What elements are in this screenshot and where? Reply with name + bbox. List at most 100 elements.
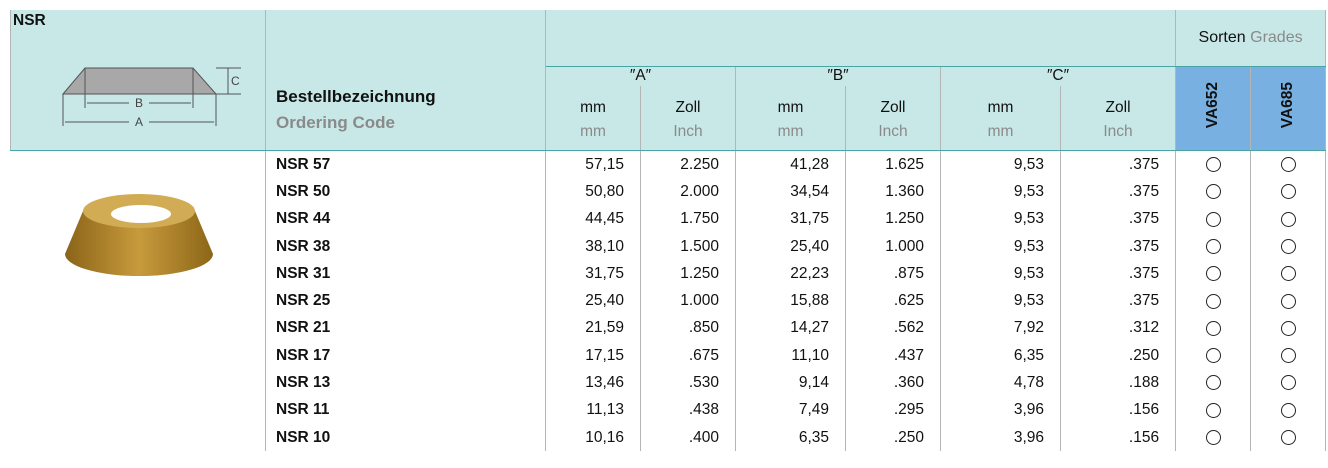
grade-marker [1206, 321, 1221, 336]
unit-en: Inch [641, 120, 735, 144]
value-cell: 3,96 [941, 423, 1061, 450]
value-cell: .438 [641, 396, 736, 423]
grade-marker [1206, 184, 1221, 199]
value-cell: 31,75 [736, 205, 846, 232]
grade-label: VA652 [1204, 82, 1222, 128]
product-image [11, 151, 266, 281]
grade-cell [1251, 232, 1326, 259]
grade-marker [1206, 239, 1221, 254]
grade-cell [1176, 260, 1251, 287]
group-label: ″C″ [941, 66, 1176, 86]
value-cell: 31,75 [546, 260, 641, 287]
product-table: NSR B A C Bestellbezeichnung Ordering Co… [10, 10, 1326, 451]
grade-header: VA685 [1251, 66, 1326, 150]
value-cell: 9,53 [941, 150, 1061, 178]
unit: Zoll [641, 96, 735, 120]
unit-header: mmmm [941, 86, 1061, 150]
code-cell: NSR 25 [266, 287, 546, 314]
value-cell: 9,14 [736, 369, 846, 396]
value-cell: .530 [641, 369, 736, 396]
value-cell: 11,10 [736, 342, 846, 369]
grade-cell [1251, 260, 1326, 287]
value-cell: 17,15 [546, 342, 641, 369]
code-cell: NSR 11 [266, 396, 546, 423]
group-label: ″B″ [736, 66, 941, 86]
grade-cell [1251, 396, 1326, 423]
grade-header: VA652 [1176, 66, 1251, 150]
value-cell: 10,16 [546, 423, 641, 450]
value-cell: 1.625 [846, 150, 941, 178]
unit-en: Inch [1061, 120, 1175, 144]
unit: Zoll [1061, 96, 1175, 120]
unit: Zoll [846, 96, 940, 120]
value-cell: .250 [846, 423, 941, 450]
value-cell: 7,49 [736, 396, 846, 423]
grade-marker [1206, 403, 1221, 418]
value-cell: 9,53 [941, 232, 1061, 259]
value-cell: .675 [641, 342, 736, 369]
value-cell: .375 [1061, 232, 1176, 259]
value-cell: .375 [1061, 260, 1176, 287]
code-cell: NSR 38 [266, 232, 546, 259]
value-cell: 25,40 [546, 287, 641, 314]
grade-cell [1251, 423, 1326, 450]
diagram-label: B [135, 96, 143, 110]
code-cell: NSR 44 [266, 205, 546, 232]
value-cell: .875 [846, 260, 941, 287]
unit: mm [941, 96, 1060, 120]
code-cell: NSR 21 [266, 314, 546, 341]
value-cell: 1.250 [641, 260, 736, 287]
value-cell: 44,45 [546, 205, 641, 232]
grade-marker [1206, 294, 1221, 309]
grade-marker [1206, 266, 1221, 281]
value-cell: .850 [641, 314, 736, 341]
value-cell: 1.000 [846, 232, 941, 259]
grade-cell [1251, 342, 1326, 369]
diagram-label: A [135, 115, 143, 129]
grade-marker [1281, 157, 1296, 172]
value-cell: .295 [846, 396, 941, 423]
grade-cell [1176, 178, 1251, 205]
grade-cell [1176, 423, 1251, 450]
grade-cell [1251, 178, 1326, 205]
group-label: ″A″ [546, 66, 736, 86]
grades-title-en: Grades [1250, 29, 1302, 46]
value-cell: 4,78 [941, 369, 1061, 396]
value-cell: .625 [846, 287, 941, 314]
value-cell: 22,23 [736, 260, 846, 287]
unit-en: mm [736, 120, 845, 144]
grade-cell [1251, 314, 1326, 341]
value-cell: .375 [1061, 205, 1176, 232]
value-cell: 9,53 [941, 205, 1061, 232]
code-cell: NSR 31 [266, 260, 546, 287]
title: NSR [11, 10, 265, 30]
grade-cell [1176, 287, 1251, 314]
value-cell: 6,35 [736, 423, 846, 450]
grade-cell [1251, 205, 1326, 232]
value-cell: .312 [1061, 314, 1176, 341]
value-cell: 1.500 [641, 232, 736, 259]
grade-marker [1281, 321, 1296, 336]
unit-header: mmmm [736, 86, 846, 150]
grade-marker [1206, 157, 1221, 172]
grade-cell [1176, 205, 1251, 232]
grade-marker [1281, 403, 1296, 418]
code-header: Bestellbezeichnung Ordering Code [266, 10, 546, 150]
grade-marker [1206, 212, 1221, 227]
value-cell: .188 [1061, 369, 1176, 396]
grades-title-de: Sorten [1199, 29, 1246, 46]
grade-cell [1176, 232, 1251, 259]
value-cell: 41,28 [736, 150, 846, 178]
grade-cell [1251, 150, 1326, 178]
value-cell: .360 [846, 369, 941, 396]
unit-header: ZollInch [641, 86, 736, 150]
grade-cell [1176, 342, 1251, 369]
grade-marker [1206, 430, 1221, 445]
value-cell: 9,53 [941, 260, 1061, 287]
grade-cell [1251, 287, 1326, 314]
grade-marker [1281, 184, 1296, 199]
grade-marker [1281, 430, 1296, 445]
value-cell: .375 [1061, 178, 1176, 205]
